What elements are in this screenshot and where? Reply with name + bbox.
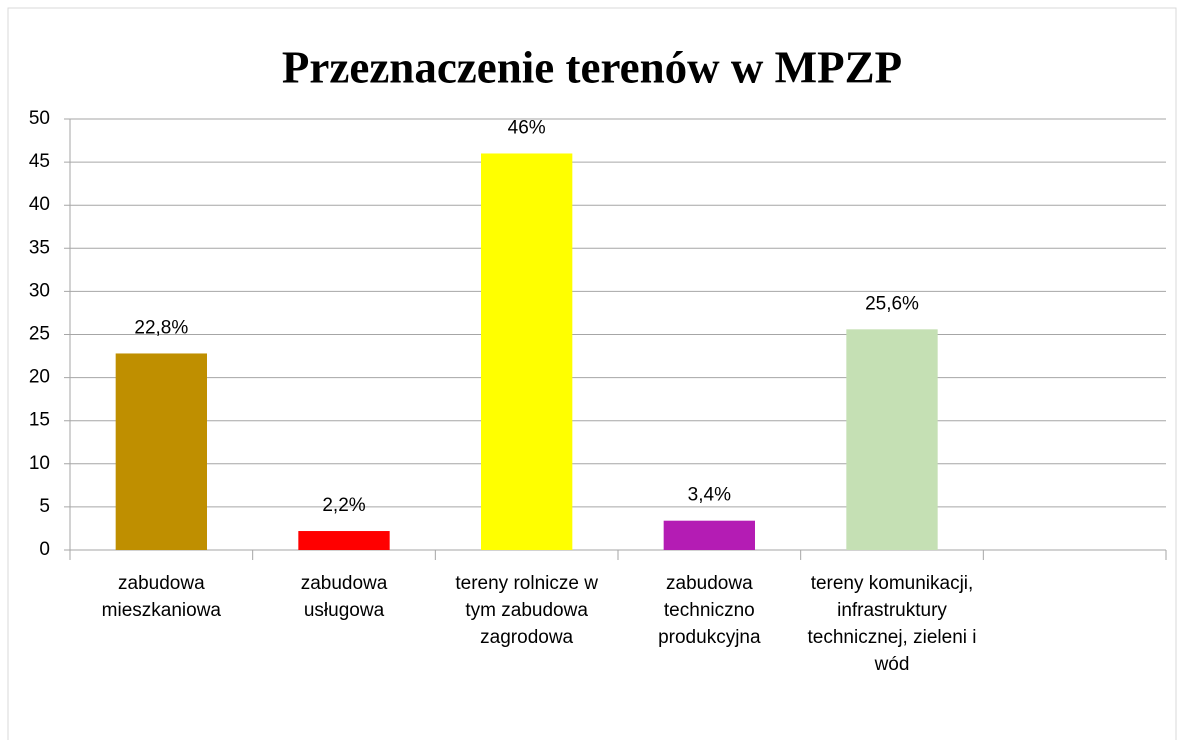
x-tick-label: tereny komunikacji, infrastruktury techn…	[807, 573, 977, 675]
bar	[663, 520, 755, 550]
y-tick-label: 30	[29, 280, 50, 301]
value-label: 22,8%	[134, 317, 188, 338]
y-tick-label: 10	[29, 453, 50, 474]
y-tick-label: 45	[29, 151, 50, 172]
value-label: 2,2%	[322, 495, 365, 516]
bar	[115, 353, 207, 550]
value-label: 25,6%	[865, 293, 919, 314]
bar	[846, 329, 938, 550]
x-tick-label: zabudowa usługowa	[300, 573, 388, 621]
x-tick-label: tereny rolnicze w tym zabudowa zagrodowa	[455, 573, 598, 648]
y-tick-label: 5	[39, 496, 50, 517]
y-tick-label: 20	[29, 367, 50, 388]
chart-title: Przeznaczenie terenów w MPZP	[282, 42, 902, 92]
y-tick-label: 35	[29, 237, 50, 258]
y-tick-label: 0	[39, 539, 50, 560]
value-label: 3,4%	[688, 485, 731, 506]
chart-border	[7, 7, 1177, 740]
bar	[481, 153, 573, 551]
bar	[298, 531, 390, 550]
value-label: 46%	[508, 117, 546, 138]
x-tick-label: zabudowa techniczno produkcyjna	[658, 573, 761, 648]
y-tick-label: 15	[29, 410, 50, 431]
x-tick-label: zabudowa mieszkaniowa	[101, 573, 221, 621]
y-tick-label: 50	[29, 108, 50, 129]
y-tick-label: 40	[29, 194, 50, 215]
y-tick-label: 25	[29, 324, 50, 345]
